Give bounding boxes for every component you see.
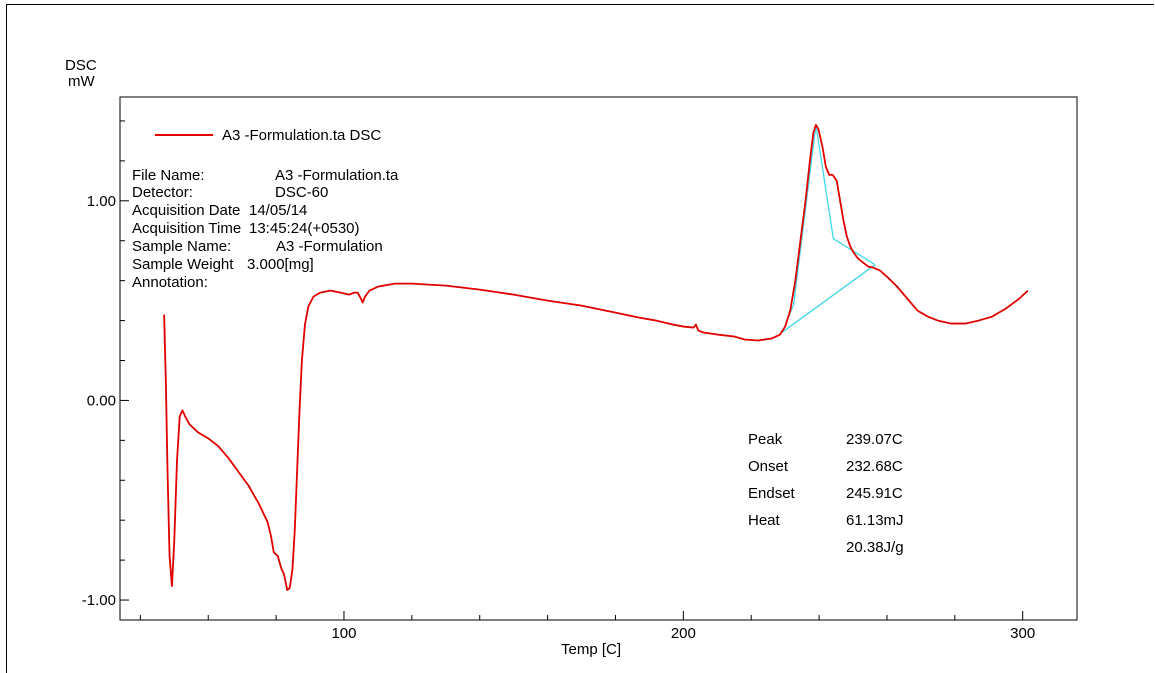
result-label-heat: Heat (748, 512, 781, 529)
info-value-sample-weight: 3.000[mg] (247, 256, 314, 273)
y-axis-label-line1: DSC (65, 57, 97, 74)
result-label-endset: Endset (748, 485, 796, 502)
peak-tangent-line (786, 124, 876, 321)
plot-window-frame (6, 4, 1154, 673)
info-value-file-name: A3 -Formulation.ta (275, 167, 399, 184)
info-value-sample-name: A3 -Formulation (276, 238, 383, 255)
y-tick-label: -1.00 (82, 592, 116, 609)
peak-baseline-line (781, 264, 876, 334)
x-tick-label: 300 (1010, 625, 1035, 642)
y-tick-label: 1.00 (87, 193, 116, 210)
x-axis-label: Temp [C] (561, 641, 621, 658)
result-value-heat-jg: 20.38J/g (846, 539, 904, 556)
x-tick-label: 100 (331, 625, 356, 642)
y-axis-label-line2: mW (68, 73, 95, 90)
peak-analysis-lines (781, 124, 876, 334)
info-value-acquisition-date: 14/05/14 (249, 202, 307, 219)
axis-ticks (120, 120, 1024, 620)
info-label-acquisition-time: Acquisition Time (132, 220, 241, 237)
result-value-endset: 245.91C (846, 485, 903, 502)
result-label-onset: Onset (748, 458, 789, 475)
result-value-heat-mj: 61.13mJ (846, 512, 904, 529)
x-tick-label: 200 (671, 625, 696, 642)
file-info-block: File Name: A3 -Formulation.ta Detector: … (132, 167, 399, 291)
peak-results-block: Peak 239.07C Onset 232.68C Endset 245.91… (748, 431, 904, 556)
y-tick-label: 0.00 (87, 392, 116, 409)
info-label-detector: Detector: (132, 184, 193, 201)
data-series (163, 124, 1029, 591)
info-label-acquisition-date: Acquisition Date (132, 202, 240, 219)
result-value-onset: 232.68C (846, 458, 903, 475)
dsc-curve (163, 124, 1029, 591)
legend: A3 -Formulation.ta DSC (155, 127, 381, 144)
info-label-sample-weight: Sample Weight (132, 256, 234, 273)
info-label-annotation: Annotation: (132, 274, 208, 291)
legend-label: A3 -Formulation.ta DSC (222, 127, 381, 144)
info-label-sample-name: Sample Name: (132, 238, 231, 255)
info-label-file-name: File Name: (132, 167, 205, 184)
result-value-peak: 239.07C (846, 431, 903, 448)
plot-area (119, 96, 1078, 621)
info-value-acquisition-time: 13:45:24(+0530) (249, 220, 360, 237)
info-value-detector: DSC-60 (275, 184, 328, 201)
result-label-peak: Peak (748, 431, 783, 448)
axis-tick-labels: 100 200 300 1.00 0.00 -1.00 (82, 193, 1035, 642)
